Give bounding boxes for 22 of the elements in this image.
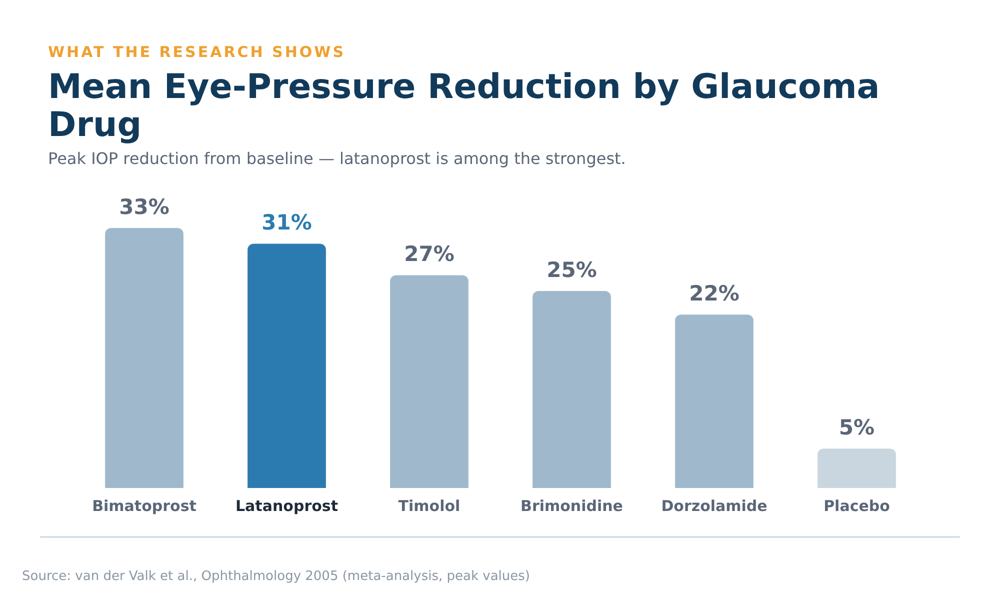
chart-title: Mean Eye-Pressure Reduction by Glaucoma Drug (48, 67, 881, 145)
chart-subtitle: WHAT THE RESEARCH SHOWS (48, 43, 346, 61)
bar (818, 448, 896, 488)
bar (675, 314, 754, 488)
data-label: 31% (262, 210, 312, 235)
bar (532, 291, 611, 488)
data-label: 5% (838, 416, 875, 440)
bar (105, 228, 184, 488)
x-tick-label: Placebo (824, 496, 890, 515)
data-label: 22% (689, 282, 740, 306)
x-tick-label: Latanoprost (236, 496, 338, 515)
x-tick-label: Dorzolamide (661, 496, 768, 515)
x-tick-label: Bimatoprost (92, 496, 196, 515)
data-label: 33% (119, 194, 170, 219)
data-label: 27% (404, 242, 454, 266)
source-note: Source: van der Valk et al., Ophthalmology 2005 (meta-analysis, peak values) (22, 569, 530, 584)
x-tick-label: Brimonidine (520, 496, 623, 515)
text: Peak IOP reduction from baseline — latanoprost is among the strongest. (48, 149, 626, 168)
bar (248, 244, 326, 488)
x-tick-label: Timolol (398, 496, 460, 515)
data-label: 25% (546, 258, 597, 282)
bar (390, 275, 468, 488)
